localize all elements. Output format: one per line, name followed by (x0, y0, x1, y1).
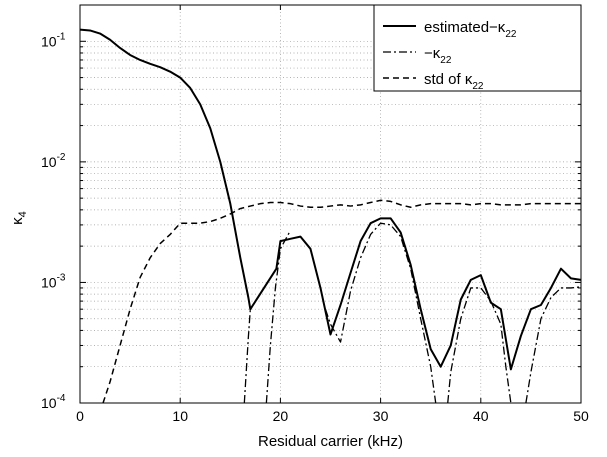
series-line-neg_k22 (243, 309, 251, 404)
y-axis-label-subscript: 4 (17, 211, 29, 217)
y-axis-label: κ4 (9, 211, 29, 225)
series-line-neg_k22 (447, 287, 512, 404)
x-tick-label: 40 (473, 408, 489, 424)
y-axis-label-symbol: κ (9, 217, 26, 225)
series-line-neg_k22 (525, 286, 582, 404)
x-tick-label: 0 (76, 408, 84, 424)
y-tick-label: 10-1 (41, 31, 66, 49)
legend-label-neg_k22: −κ22 (424, 45, 452, 66)
ticks: 0 10 20 30 40 50 10-1 10-2 10-3 10-4 (41, 4, 589, 424)
legend: estimated−κ22 −κ22 std of κ22 (373, 4, 582, 92)
series-line-neg_k22 (324, 222, 437, 404)
series-line-neg_k22 (265, 230, 291, 404)
y-tick-label: 10-3 (41, 272, 66, 290)
legend-label-std_k22: std of κ22 (424, 71, 484, 92)
x-tick-label: 20 (273, 408, 289, 424)
x-tick-label: 30 (373, 408, 389, 424)
x-tick-label: 10 (172, 408, 188, 424)
x-axis-label: Residual carrier (kHz) (258, 433, 403, 450)
y-tick-label: 10-2 (41, 152, 66, 170)
legend-box (373, 4, 582, 92)
plot-frame (79, 4, 582, 404)
x-tick-label: 50 (573, 408, 589, 424)
y-tick-label: 10-4 (41, 393, 66, 411)
legend-label-estimated: estimated−κ22 (424, 19, 517, 40)
series-line-std_k22 (102, 199, 581, 404)
series-layer (79, 28, 582, 404)
series-line-estimated (79, 28, 582, 371)
